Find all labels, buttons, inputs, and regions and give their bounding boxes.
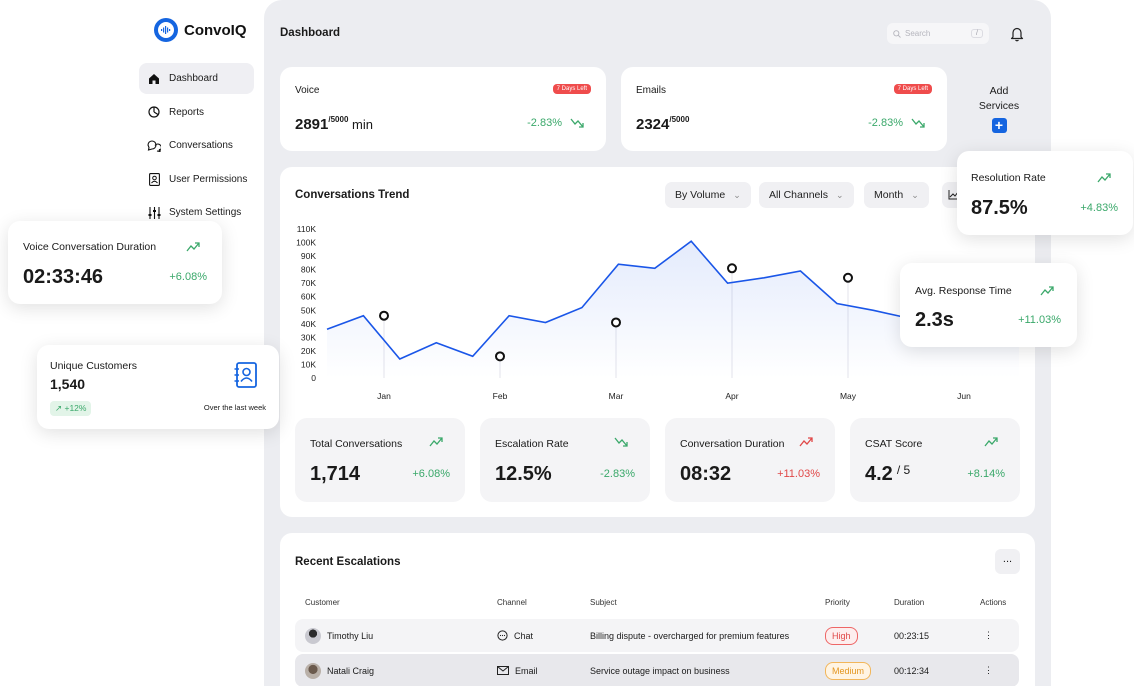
sidebar-item-dashboard[interactable]: Dashboard: [139, 63, 254, 94]
bell-icon[interactable]: [1010, 26, 1024, 42]
duration-value: 00:23:15: [894, 630, 930, 641]
service-label: Voice: [295, 85, 320, 96]
add-services: Add Services +: [978, 85, 1020, 133]
unique-customers-card: Unique Customers 1,540 ↗ +12% Over the l…: [37, 345, 279, 429]
emails-service-card: Emails 7 Days Left 2324/5000 -2.83%: [621, 67, 947, 151]
filter-channels[interactable]: All Channels ⌄: [759, 182, 854, 208]
priority-badge: High: [825, 626, 858, 645]
subject-text: Service outage impact on business: [590, 665, 730, 676]
trend-up-icon: [1097, 173, 1111, 183]
sidebar-item-label: Dashboard: [169, 73, 218, 84]
voice-service-card: Voice 7 Days Left 2891/5000 min -2.83%: [280, 67, 606, 151]
home-icon: [147, 72, 161, 86]
period-note: Over the last week: [203, 403, 266, 412]
trend-down-icon: [570, 118, 584, 128]
trial-badge: 7 Days Left: [893, 84, 932, 94]
duration-value: 00:12:34: [894, 665, 930, 676]
table-row[interactable]: Timothy Liu Chat Billing dispute - overc…: [295, 619, 1019, 652]
chat-icon: [497, 630, 508, 641]
column-header-priority[interactable]: Priority: [825, 598, 850, 607]
service-label: Emails: [636, 85, 667, 96]
chevron-down-icon: ⌄: [911, 189, 919, 200]
trend-down-icon: [911, 118, 925, 128]
column-header-subject[interactable]: Subject: [590, 598, 617, 607]
trial-badge: 7 Days Left: [552, 84, 591, 94]
voice-duration-card: Voice Conversation Duration 02:33:46 +6.…: [8, 221, 222, 304]
customer-name: Natali Craig: [327, 665, 375, 676]
row-actions-button[interactable]: ⋮: [984, 665, 993, 675]
line-chart-icon: [948, 190, 958, 200]
pie-chart-icon: [147, 105, 161, 119]
section-title: Recent Escalations: [295, 556, 401, 568]
page-title: Dashboard: [280, 27, 341, 39]
row-actions-button[interactable]: ⋮: [984, 630, 993, 640]
sidebar-item-user-permissions[interactable]: User Permissions: [139, 164, 254, 195]
trend-down-icon: [614, 437, 628, 447]
chart-title: Conversations Trend: [295, 189, 410, 201]
service-usage: 2891/5000 min: [295, 115, 373, 133]
metric-conversation-duration: Conversation Duration 08:32 +11.03%: [665, 418, 835, 502]
channel-label: Email: [515, 665, 538, 676]
brand-logo[interactable]: ConvoIQ: [154, 18, 247, 42]
id-badge-icon: [147, 172, 161, 186]
logo-icon: [154, 18, 178, 42]
column-header-customer[interactable]: Customer: [305, 598, 340, 607]
column-header-duration[interactable]: Duration: [894, 598, 925, 607]
sidebar-item-reports[interactable]: Reports: [139, 97, 254, 128]
table-row[interactable]: Natali Craig Email Service outage impact…: [295, 654, 1019, 686]
search-shortcut: /: [971, 29, 983, 38]
sliders-icon: [147, 206, 161, 220]
chat-bubbles-icon: [147, 139, 161, 153]
brand-name: ConvoIQ: [184, 21, 247, 39]
filter-by-volume[interactable]: By Volume ⌄: [665, 182, 751, 208]
trend-up-icon: [984, 437, 998, 447]
mail-icon: [497, 666, 509, 675]
metric-csat-score: CSAT Score 4.2/ 5 +8.14%: [850, 418, 1020, 502]
sidebar-item-label: Conversations: [169, 140, 233, 151]
metric-escalation-rate: Escalation Rate 12.5% -2.83%: [480, 418, 650, 502]
column-header-channel[interactable]: Channel: [497, 598, 527, 607]
trend-up-icon: [799, 437, 813, 447]
sidebar-item-label: System Settings: [169, 207, 242, 218]
metric-total-conversations: Total Conversations 1,714 +6.08%: [295, 418, 465, 502]
more-options-button[interactable]: ...: [995, 549, 1020, 574]
trend-up-icon: [186, 242, 200, 252]
contact-book-icon: [234, 362, 257, 388]
service-usage: 2324/5000: [636, 115, 690, 133]
chevron-down-icon: ⌄: [835, 189, 844, 200]
customer-name: Timothy Liu: [327, 630, 374, 641]
subject-text: Billing dispute - overcharged for premiu…: [590, 630, 790, 641]
column-header-actions: Actions: [980, 598, 1007, 607]
recent-escalations-card: Recent Escalations ... Customer Channel …: [280, 533, 1035, 686]
search-placeholder: Search: [905, 29, 931, 38]
service-change: -2.83%: [868, 117, 925, 129]
growth-badge: ↗ +12%: [50, 401, 92, 416]
sidebar-item-conversations[interactable]: Conversations: [139, 130, 254, 161]
avg-response-time-card: Avg. Response Time 2.3s +11.03%: [900, 263, 1077, 347]
sidebar-nav: Dashboard Reports Conversations User Per…: [139, 63, 254, 231]
channel-label: Chat: [514, 630, 534, 641]
filter-period[interactable]: Month ⌄: [864, 182, 929, 208]
avatar: [305, 662, 321, 679]
add-services-button[interactable]: +: [991, 118, 1007, 133]
trend-up-icon: [1040, 286, 1054, 296]
avatar: [305, 627, 321, 644]
service-change: -2.83%: [527, 117, 584, 129]
chevron-down-icon: ⌄: [733, 189, 741, 200]
sidebar-item-label: Reports: [169, 106, 205, 118]
search-icon: [893, 29, 901, 38]
search-input[interactable]: Search /: [887, 23, 989, 44]
priority-badge: Medium: [825, 661, 872, 680]
resolution-rate-card: Resolution Rate 87.5% +4.83%: [957, 151, 1133, 235]
sidebar-item-label: User Permissions: [169, 173, 248, 185]
trend-up-icon: [429, 437, 443, 447]
sidebar-item-system-settings[interactable]: System Settings: [139, 197, 254, 228]
